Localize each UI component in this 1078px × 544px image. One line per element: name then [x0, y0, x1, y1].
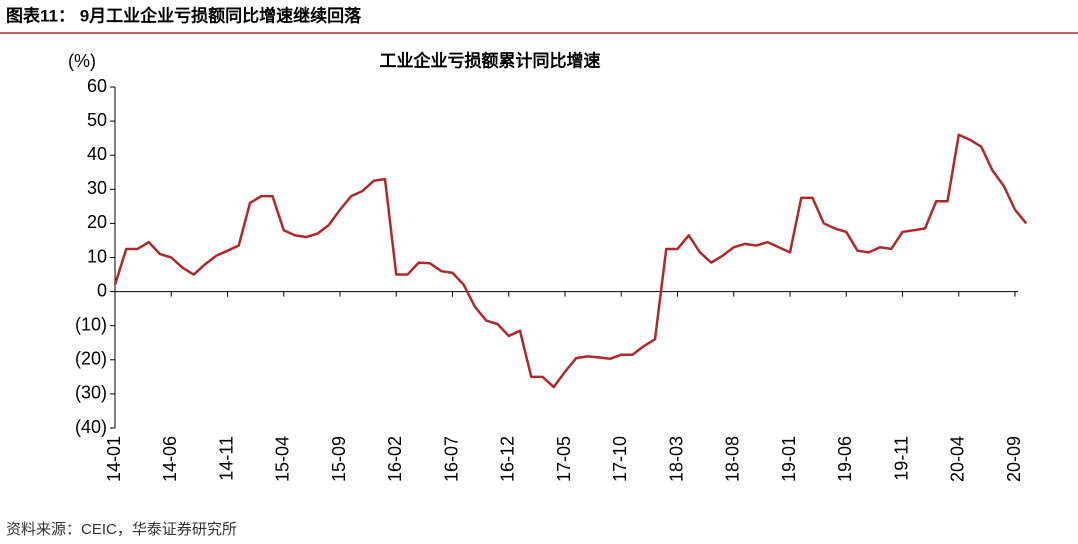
x-tick-label: 20-04 — [948, 436, 968, 482]
y-tick-label: 60 — [87, 76, 107, 96]
x-tick-label: 14-01 — [104, 436, 124, 482]
x-tick-label: 20-09 — [1004, 436, 1024, 482]
x-tick-label: 19-06 — [835, 436, 855, 482]
y-tick-label: (40) — [75, 417, 107, 437]
y-tick-label: 50 — [87, 110, 107, 130]
x-tick-label: 16-12 — [498, 436, 518, 482]
x-tick-label: 14-06 — [160, 436, 180, 482]
y-tick-label: (30) — [75, 383, 107, 403]
y-tick-label: 30 — [87, 178, 107, 198]
x-tick-label: 19-01 — [779, 436, 799, 482]
x-tick-label: 19-11 — [891, 436, 911, 481]
x-tick-label: 15-04 — [273, 436, 293, 482]
y-tick-label: 10 — [87, 246, 107, 266]
chart-title: 工业企业亏损额累计同比增速 — [380, 50, 601, 70]
data-line — [113, 133, 1028, 389]
x-tick-label: 17-05 — [554, 436, 574, 482]
x-tick-label: 15-09 — [329, 436, 349, 482]
source-note: 资料来源：CEIC，华泰证券研究所 — [6, 521, 237, 538]
y-tick-label: 40 — [87, 144, 107, 164]
x-tick-label: 16-02 — [385, 436, 405, 482]
y-tick-label: 20 — [87, 212, 107, 232]
x-tick-label: 16-07 — [441, 436, 461, 482]
y-tick-label: (10) — [75, 314, 107, 334]
x-tick-label: 18-08 — [723, 436, 743, 482]
x-tick-label: 17-10 — [610, 436, 630, 482]
y-axis-label: (%) — [68, 51, 96, 71]
y-tick-label: (20) — [75, 349, 107, 369]
y-tick-label: 0 — [97, 280, 107, 300]
x-tick-label: 14-11 — [216, 436, 236, 481]
x-tick-label: 18-03 — [666, 436, 686, 482]
figure-header: 图表11： 9月工业企业亏损额同比增速继续回落 — [6, 5, 362, 25]
